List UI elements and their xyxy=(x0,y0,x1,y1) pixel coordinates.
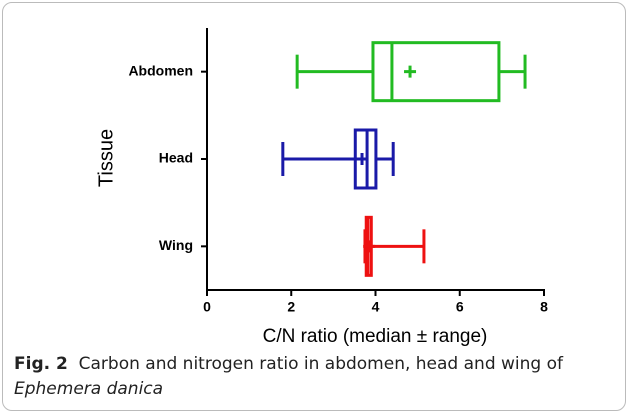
y-axis-label: Tissue xyxy=(95,129,117,187)
x-axis-label: C/N ratio (median ± range) xyxy=(263,326,488,347)
mean-marker xyxy=(356,153,369,165)
x-tick-label: 2 xyxy=(287,299,295,315)
x-tick-label: 0 xyxy=(203,299,211,315)
caption: Fig. 2 Carbon and nitrogen ratio in abdo… xyxy=(14,352,614,402)
caption-species: Ephemera danica xyxy=(14,379,164,399)
box xyxy=(371,41,501,103)
caption-text: Carbon and nitrogen ratio in abdomen, he… xyxy=(78,354,563,374)
y-tick-label: Abdomen xyxy=(128,62,193,78)
y-tick-label: Wing xyxy=(159,237,193,253)
x-tick-label: 8 xyxy=(540,299,548,315)
mean-marker xyxy=(404,65,417,78)
x-tick-label: 4 xyxy=(372,299,380,315)
chart: Tissue C/N ratio (median ± range) 0 2 4 6 8 A… xyxy=(95,28,548,347)
x-tick-label: 6 xyxy=(456,299,464,315)
y-tick-label: Head xyxy=(159,150,193,166)
figure-frame xyxy=(2,2,626,411)
caption-label: Fig. 2 xyxy=(14,354,68,374)
mean-marker xyxy=(363,240,376,253)
